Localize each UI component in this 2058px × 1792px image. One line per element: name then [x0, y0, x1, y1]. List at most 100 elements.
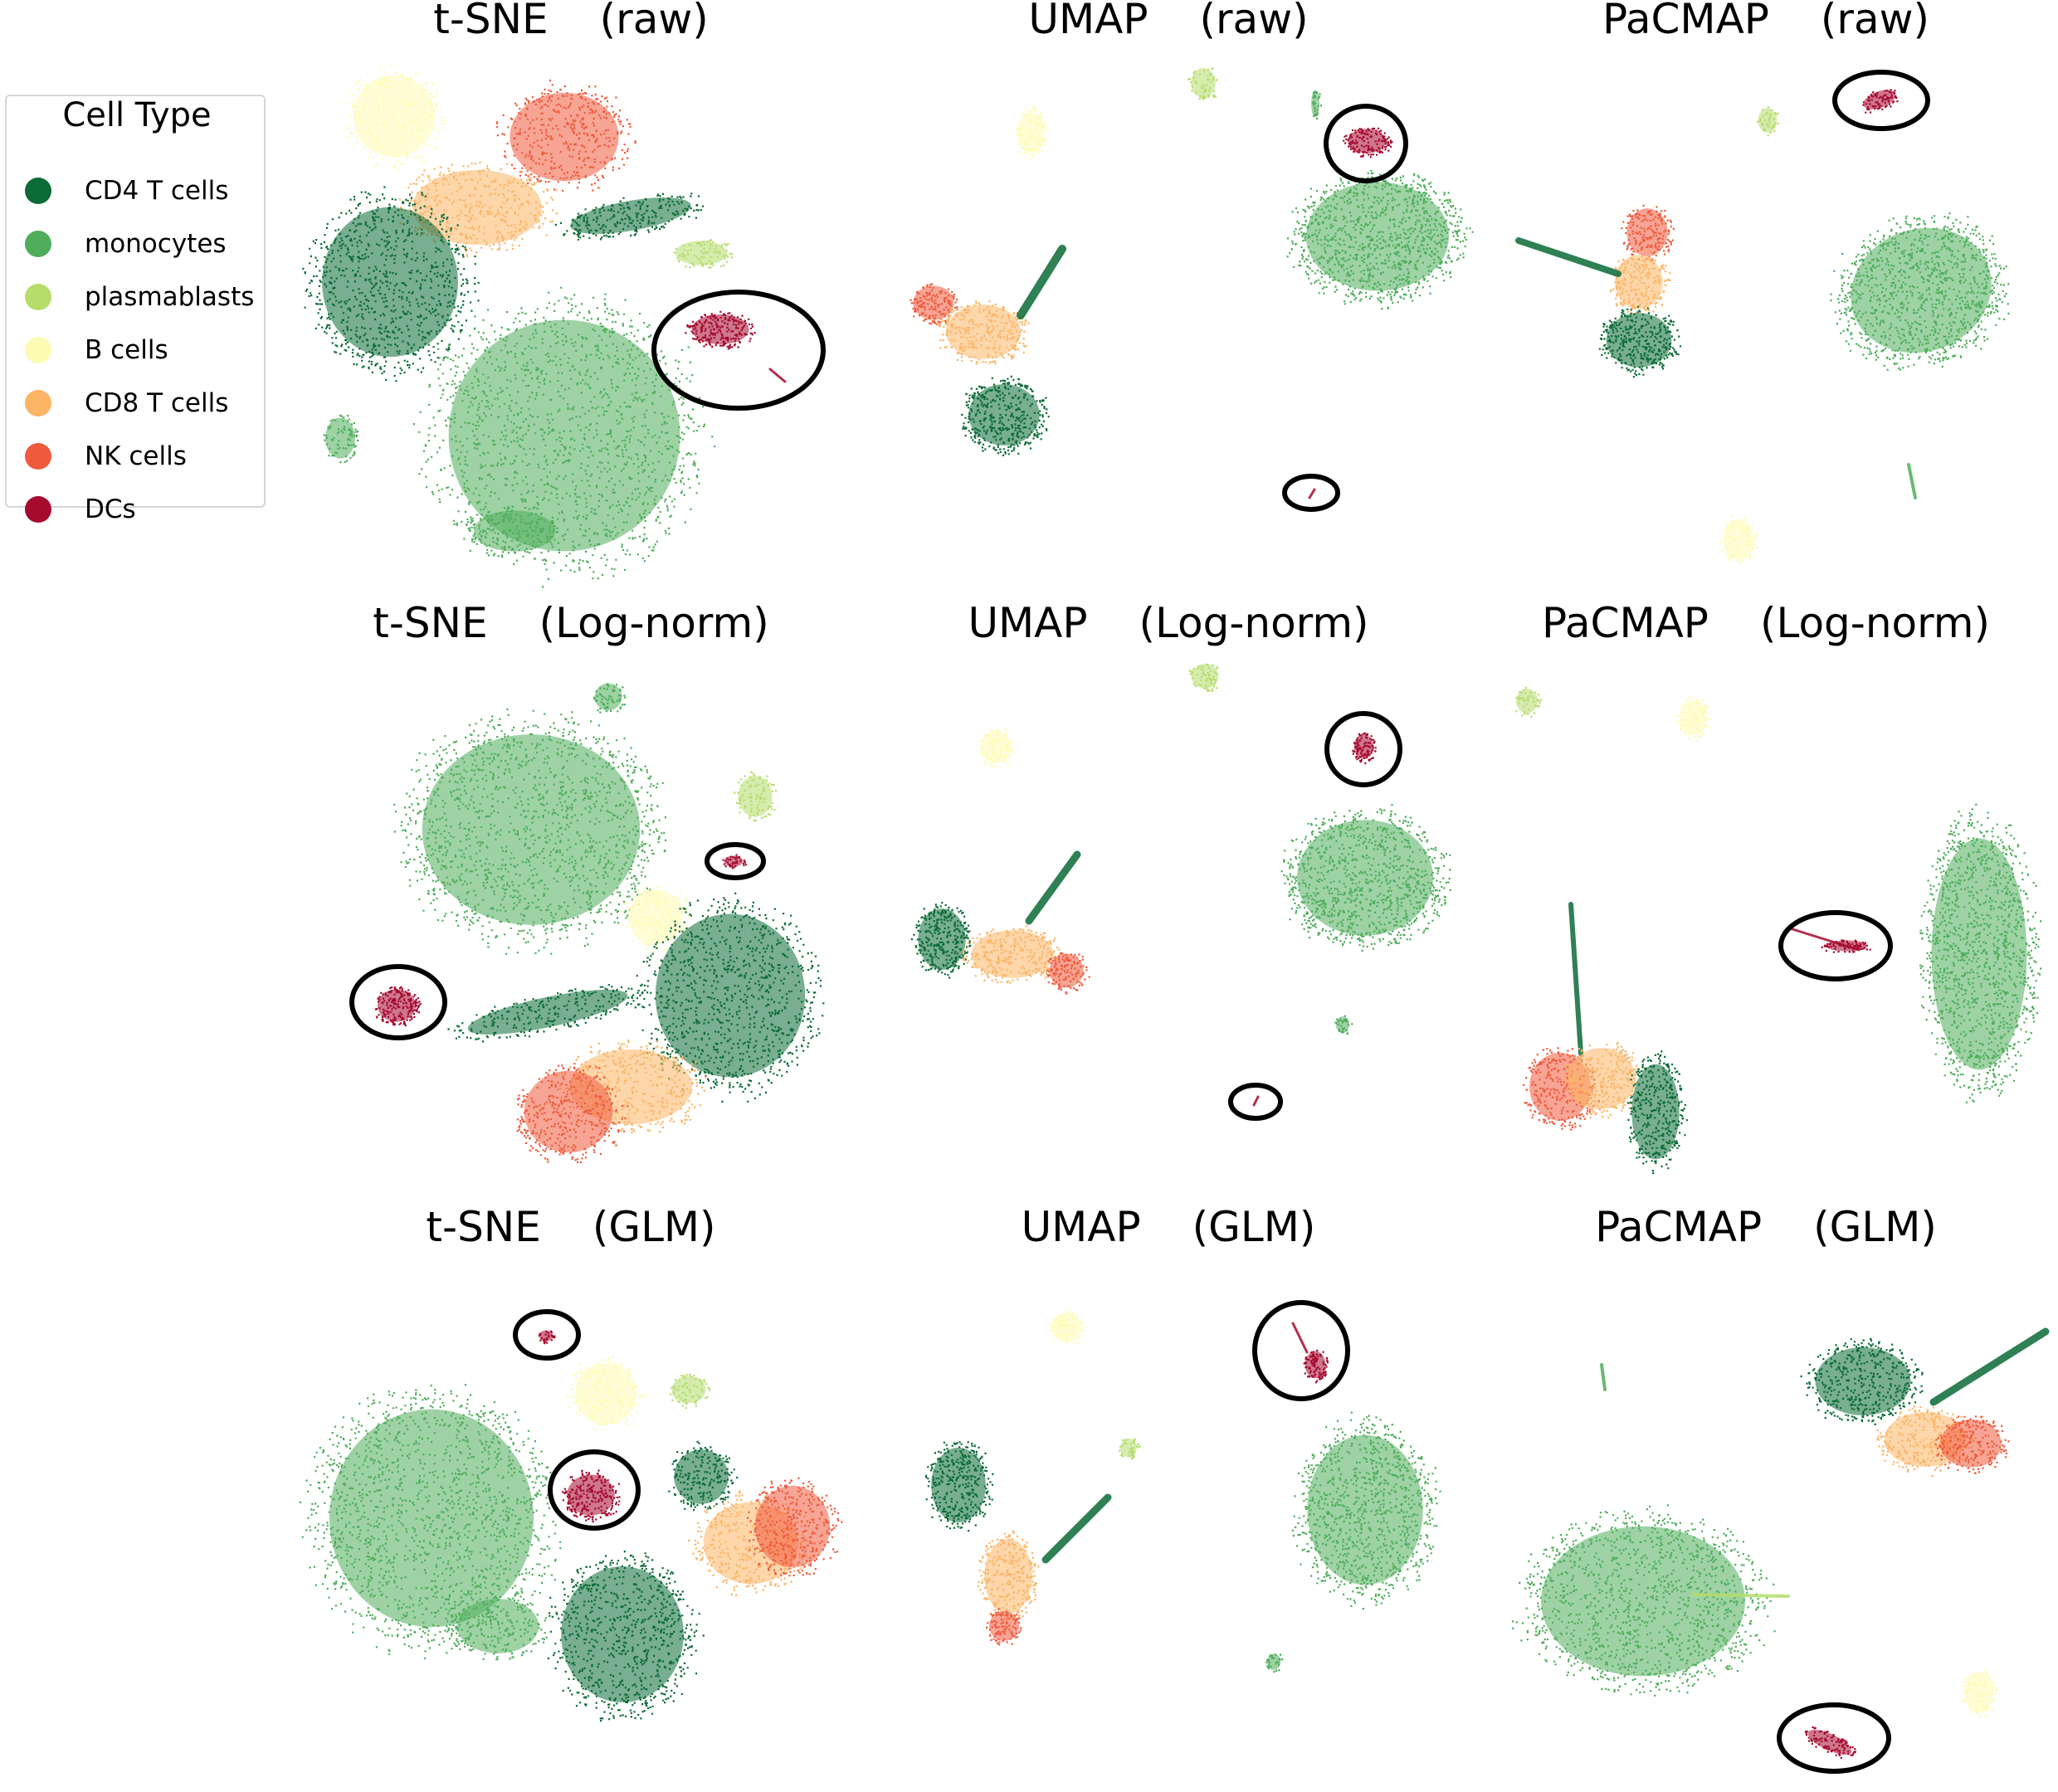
- panel-title-umap-raw: UMAP (raw): [1028, 0, 1308, 43]
- cd8-t-cells-cluster: [1610, 249, 1671, 314]
- cd4-t-cells-cluster: [634, 892, 825, 1103]
- panel-title-pacmap-glm: PaCMAP (GLM): [1595, 1203, 1937, 1251]
- method-label: t-SNE: [433, 0, 549, 43]
- monocytes-cluster: [1286, 169, 1474, 310]
- plasmablasts-cluster: [1187, 67, 1218, 100]
- dcs-cluster: [1303, 1349, 1329, 1384]
- norm-label: (GLM): [1192, 1203, 1316, 1251]
- b-cells-cluster: [345, 65, 446, 171]
- panel-title-pacmap-raw: PaCMAP (raw): [1602, 0, 1929, 43]
- dcs-cluster: [1352, 732, 1377, 765]
- plasmablasts-cluster: [1188, 663, 1219, 693]
- panel-title-tsne-lognorm: t-SNE (Log-norm): [373, 599, 768, 647]
- cd4-t-cells-streak: [1568, 902, 1583, 1056]
- method-label: UMAP: [968, 599, 1088, 647]
- dcs-streak: [1791, 928, 1860, 952]
- cd4-t-cells-cluster: [554, 192, 705, 241]
- b-cells-cluster: [1049, 1308, 1087, 1345]
- legend-item-dcs: DCs: [25, 493, 136, 526]
- cd4-t-cells-cluster: [924, 1441, 994, 1532]
- monocytes-cluster: [1291, 1411, 1441, 1610]
- legend-item-b-cells: B cells: [25, 334, 168, 367]
- plasmablasts-cluster: [673, 239, 734, 269]
- cd8-t-cells-cluster: [962, 925, 1066, 984]
- norm-label: (raw): [1820, 0, 1930, 43]
- legend-item-cd4-t-cells: CD4 T cells: [25, 174, 228, 207]
- b-cells-cluster: [1675, 695, 1712, 742]
- dcs-cluster: [1343, 127, 1393, 158]
- dcs-streak: [1308, 488, 1316, 499]
- cd4-t-cells-streak: [1041, 1493, 1112, 1564]
- cd8-t-cells-cluster: [977, 1530, 1040, 1625]
- legend-item-plasmablasts: plasmablasts: [25, 280, 254, 314]
- cd4-t-cells-streak: [1025, 850, 1081, 925]
- legend-swatch: [25, 178, 51, 204]
- plasmablasts-streak: [1691, 1593, 1790, 1598]
- plasmablasts-cluster: [670, 1373, 711, 1410]
- monocytes-cluster: [1311, 90, 1323, 120]
- plasmablasts-cluster: [1119, 1438, 1141, 1460]
- plasmablasts-cluster: [1515, 686, 1543, 718]
- cd4-t-cells-streak: [1929, 1327, 2050, 1406]
- nk-cells-cluster: [986, 1608, 1022, 1646]
- dc-highlight-ellipse: [349, 964, 447, 1040]
- monocytes-cluster: [593, 683, 627, 713]
- monocytes-cluster: [1919, 803, 2042, 1103]
- legend-label: plasmablasts: [85, 282, 255, 312]
- dcs-streak: [768, 368, 787, 383]
- cd8-t-cells-cluster: [1562, 1041, 1647, 1119]
- b-cells-cluster: [620, 886, 690, 953]
- dcs-cluster: [685, 310, 756, 350]
- b-cells-cluster: [1719, 515, 1758, 564]
- plasmablasts-cluster: [734, 771, 778, 822]
- method-label: UMAP: [1021, 1203, 1141, 1251]
- cd4-t-cells-cluster: [1598, 305, 1682, 378]
- legend-swatch: [25, 337, 51, 363]
- legend-swatch: [25, 284, 51, 310]
- b-cells-cluster: [979, 728, 1015, 768]
- nk-cells-cluster: [747, 1477, 843, 1577]
- method-label: t-SNE: [426, 1203, 541, 1251]
- monocytes-cluster: [1280, 804, 1451, 952]
- legend-swatch: [25, 231, 51, 257]
- dcs-streak: [1252, 1095, 1260, 1107]
- monocytes-cluster: [446, 1593, 548, 1661]
- monocytes-streak: [1907, 463, 1917, 499]
- dc-highlight-ellipse: [513, 1309, 581, 1361]
- nk-cells-cluster: [910, 283, 958, 327]
- norm-label: (raw): [1199, 0, 1309, 43]
- norm-label: (GLM): [592, 1203, 716, 1251]
- monocytes-cluster: [1334, 1015, 1353, 1035]
- monocytes-cluster: [1511, 1504, 1776, 1697]
- legend-item-nk-cells: NK cells: [25, 440, 187, 473]
- cd8-t-cells-cluster: [398, 161, 558, 258]
- dc-highlight-ellipse: [1228, 1083, 1283, 1121]
- legend-label: NK cells: [85, 441, 187, 471]
- monocytes-cluster: [323, 414, 359, 464]
- legend-title: Cell Type: [62, 96, 212, 134]
- dcs-streak: [1291, 1322, 1309, 1354]
- dcs-cluster: [374, 986, 422, 1027]
- method-label: PaCMAP: [1595, 1203, 1763, 1251]
- plasmablasts-cluster: [1757, 106, 1779, 137]
- dc-highlight-ellipse: [651, 290, 826, 411]
- cd4-t-cells-cluster: [910, 902, 972, 979]
- method-label: PaCMAP: [1542, 599, 1709, 647]
- norm-label: (GLM): [1813, 1203, 1937, 1251]
- nk-cells-cluster: [1046, 952, 1090, 995]
- nk-cells-cluster: [516, 1063, 629, 1163]
- method-label: t-SNE: [373, 599, 488, 647]
- legend-item-cd8-t-cells: CD8 T cells: [25, 387, 228, 420]
- monocytes-cluster: [1266, 1653, 1284, 1673]
- legend-swatch: [25, 443, 51, 470]
- legend-label: B cells: [85, 335, 168, 365]
- b-cells-cluster: [1015, 105, 1050, 161]
- cd8-t-cells-cluster: [936, 300, 1030, 365]
- monocytes-streak: [1600, 1363, 1607, 1391]
- panel-title-tsne-glm: t-SNE (GLM): [426, 1203, 715, 1251]
- norm-label: (Log-norm): [1759, 599, 1990, 647]
- cd4-t-cells-cluster: [547, 1551, 705, 1722]
- cd4-t-cells-cluster: [1800, 1337, 1924, 1425]
- monocytes-cluster: [412, 286, 716, 588]
- dcs-cluster: [538, 1330, 556, 1345]
